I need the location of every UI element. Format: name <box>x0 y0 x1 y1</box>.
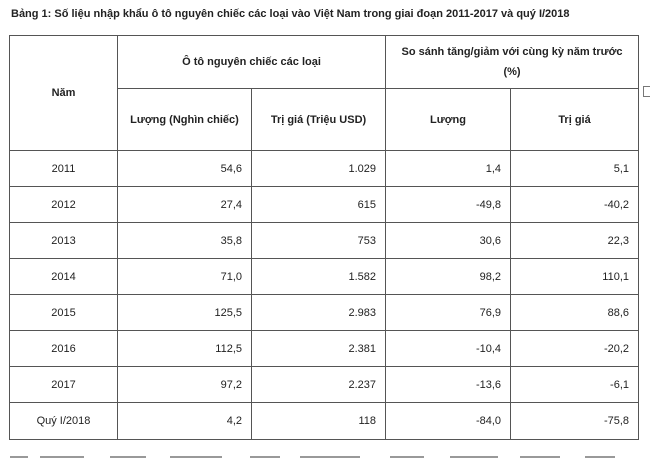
cell-year: 2016 <box>9 330 118 367</box>
edge-widget-fragment <box>643 86 650 97</box>
cell-quantity: 27,4 <box>117 186 252 223</box>
cropped-text-line-fragment <box>0 455 650 461</box>
table-row: 2015 125,5 2.983 76,9 88,6 <box>9 294 640 331</box>
cell-year: Quý I/2018 <box>9 402 118 440</box>
table-body: 2011 54,6 1.029 1,4 5,1 2012 27,4 615 -4… <box>9 150 640 440</box>
header-group-imported-cars: Ô tô nguyên chiếc các loại <box>116 35 387 89</box>
table-row: 2014 71,0 1.582 98,2 110,1 <box>9 258 640 295</box>
header-quantity-pct: Lượng <box>385 88 512 151</box>
cell-year: 2015 <box>9 294 118 331</box>
cell-value: 615 <box>250 186 387 223</box>
cell-quantity: 4,2 <box>117 402 252 440</box>
cell-year: 2011 <box>9 150 118 187</box>
cell-quantity-pct: 30,6 <box>385 222 512 259</box>
cell-value: 753 <box>250 222 387 259</box>
table-row: 2012 27,4 615 -49,8 -40,2 <box>9 186 640 223</box>
cell-quantity-pct: -10,4 <box>385 330 512 367</box>
table-row: 2017 97,2 2.237 -13,6 -6,1 <box>9 366 640 403</box>
cell-quantity: 97,2 <box>117 366 252 403</box>
cell-quantity-pct: -84,0 <box>385 402 512 440</box>
cell-value-pct: -75,8 <box>510 402 640 440</box>
cell-year: 2017 <box>9 366 118 403</box>
cell-year: 2013 <box>9 222 118 259</box>
cell-value: 2.381 <box>250 330 387 367</box>
header-group-yoy-comparison: So sánh tăng/giảm với cùng kỳ năm trước … <box>385 35 640 89</box>
cell-value: 1.029 <box>250 150 387 187</box>
cell-value-pct: -6,1 <box>510 366 640 403</box>
cell-quantity-pct: 76,9 <box>385 294 512 331</box>
cell-value-pct: -20,2 <box>510 330 640 367</box>
cell-quantity-pct: 98,2 <box>385 258 512 295</box>
header-value-pct: Trị giá <box>510 88 640 151</box>
cell-value: 118 <box>250 402 387 440</box>
import-data-table: Năm Ô tô nguyên chiếc các loại So sánh t… <box>9 35 640 440</box>
cell-quantity-pct: -49,8 <box>385 186 512 223</box>
cell-value: 1.582 <box>250 258 387 295</box>
cell-quantity: 35,8 <box>117 222 252 259</box>
table-row: 2016 112,5 2.381 -10,4 -20,2 <box>9 330 640 367</box>
cell-value-pct: 110,1 <box>510 258 640 295</box>
cell-value: 2.983 <box>250 294 387 331</box>
cell-quantity: 54,6 <box>117 150 252 187</box>
cell-value-pct: 88,6 <box>510 294 640 331</box>
cell-value-pct: 5,1 <box>510 150 640 187</box>
header-value: Trị giá (Triệu USD) <box>250 88 387 151</box>
cell-year: 2014 <box>9 258 118 295</box>
table-row: 2011 54,6 1.029 1,4 5,1 <box>9 150 640 187</box>
cell-value-pct: -40,2 <box>510 186 640 223</box>
cell-quantity-pct: 1,4 <box>385 150 512 187</box>
cell-quantity: 71,0 <box>117 258 252 295</box>
table-row: Quý I/2018 4,2 118 -84,0 -75,8 <box>9 402 640 440</box>
cell-quantity-pct: -13,6 <box>385 366 512 403</box>
cell-quantity: 125,5 <box>117 294 252 331</box>
cell-year: 2012 <box>9 186 118 223</box>
cell-quantity: 112,5 <box>117 330 252 367</box>
cell-value-pct: 22,3 <box>510 222 640 259</box>
table-row: 2013 35,8 753 30,6 22,3 <box>9 222 640 259</box>
header-quantity: Lượng (Nghìn chiếc) <box>117 88 252 151</box>
table-caption: Bảng 1: Số liệu nhập khẩu ô tô nguyên ch… <box>11 8 570 20</box>
cell-value: 2.237 <box>250 366 387 403</box>
header-year: Năm <box>9 35 118 151</box>
